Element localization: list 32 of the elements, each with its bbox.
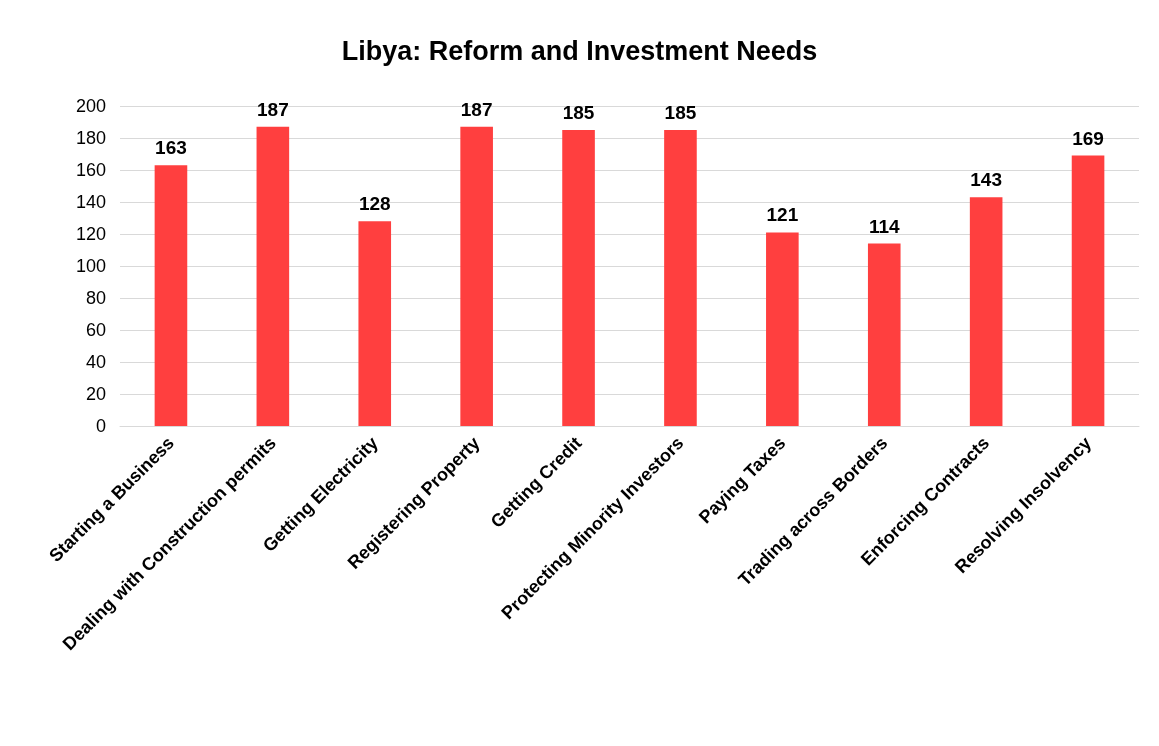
- bar: [562, 130, 595, 426]
- y-tick-label: 80: [85, 288, 106, 308]
- chart-title: Libya: Reform and Investment Needs: [341, 35, 818, 66]
- bar: [969, 197, 1003, 426]
- data-label: 121: [766, 204, 799, 226]
- data-label: 128: [358, 193, 391, 215]
- bar: [867, 243, 901, 426]
- bar: [460, 126, 493, 426]
- data-label: 185: [562, 102, 595, 123]
- bar: [1071, 155, 1105, 426]
- bar: [358, 221, 392, 426]
- data-label: 185: [664, 102, 697, 123]
- y-tick-label: 100: [75, 256, 106, 276]
- y-tick-label: 40: [85, 352, 106, 372]
- data-label: 187: [460, 98, 493, 120]
- y-tick-label: 140: [75, 192, 106, 212]
- y-tick-label: 160: [75, 160, 106, 180]
- y-tick-label: 20: [85, 384, 106, 404]
- y-tick-label: 180: [75, 128, 106, 148]
- bar: [664, 130, 697, 426]
- data-label: 114: [868, 215, 901, 237]
- data-label: 163: [155, 137, 187, 159]
- bar: [766, 232, 799, 426]
- data-label: 187: [257, 98, 289, 120]
- bar: [154, 165, 188, 426]
- y-tick-label: 120: [75, 224, 106, 244]
- data-label: 169: [1072, 127, 1104, 149]
- data-label: 143: [970, 169, 1002, 191]
- y-tick-label: 200: [75, 96, 106, 116]
- y-tick-label: 60: [85, 320, 106, 340]
- y-tick-label: 0: [95, 416, 106, 436]
- bar: [256, 126, 290, 426]
